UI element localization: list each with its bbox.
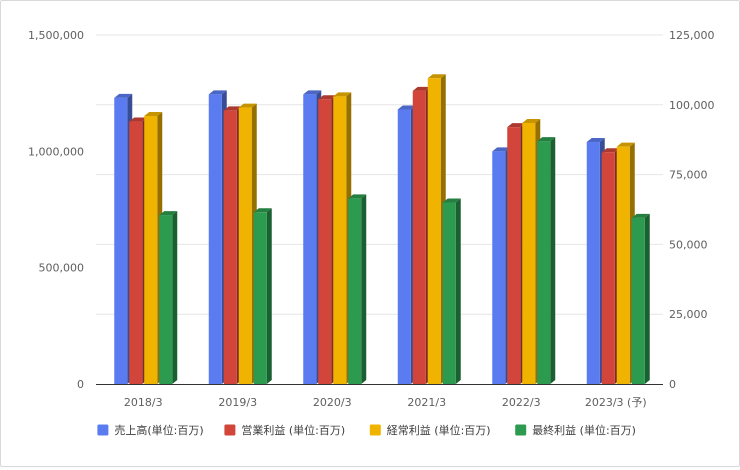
left-y-axis: 0 500,000 1,000,000 1,500,000 xyxy=(28,29,84,391)
legend-label: 最終利益 (単位:百万) xyxy=(532,423,636,437)
bar xyxy=(442,198,461,384)
right-tick-label: 25,000 xyxy=(669,308,708,321)
right-tick-label: 50,000 xyxy=(669,238,708,251)
bar xyxy=(537,137,556,384)
right-tick-label: 125,000 xyxy=(669,29,715,42)
legend-swatch xyxy=(224,424,236,436)
legend-label: 経常利益 (単位:百万) xyxy=(387,423,491,437)
category-label: 2018/3 xyxy=(124,396,163,409)
left-tick-label: 500,000 xyxy=(39,262,85,275)
legend-swatch xyxy=(97,424,109,436)
category-label: 2023/3 (予) xyxy=(585,396,647,409)
legend-swatch xyxy=(515,424,527,436)
left-tick-label: 1,000,000 xyxy=(28,145,84,158)
legend-item[interactable]: 最終利益 (単位:百万) xyxy=(515,423,636,437)
legend-swatch xyxy=(369,424,381,436)
legend-label: 営業利益 (単位:百万) xyxy=(241,423,345,437)
bar xyxy=(159,211,178,384)
bar xyxy=(631,213,650,384)
left-tick-label: 1,500,000 xyxy=(28,29,84,42)
category-label: 2020/3 xyxy=(313,396,352,409)
legend: 売上高(単位:百万) 営業利益 (単位:百万) 経常利益 (単位:百万) 最終利益 (… xyxy=(97,423,636,437)
legend-label: 売上高(単位:百万) xyxy=(114,423,203,437)
legend-item[interactable]: 営業利益 (単位:百万) xyxy=(224,423,345,437)
gridlines xyxy=(96,34,663,315)
category-label: 2021/3 xyxy=(407,396,446,409)
bar-series xyxy=(114,74,650,385)
right-tick-label: 0 xyxy=(669,378,676,391)
legend-item[interactable]: 売上高(単位:百万) xyxy=(97,423,204,437)
bar xyxy=(348,194,367,384)
legend-item[interactable]: 経常利益 (単位:百万) xyxy=(369,423,491,437)
right-tick-label: 75,000 xyxy=(669,169,708,182)
right-tick-label: 100,000 xyxy=(669,99,715,112)
category-label: 2019/3 xyxy=(218,396,257,409)
bar xyxy=(253,208,272,384)
left-tick-label: 0 xyxy=(77,378,84,391)
right-y-axis: 0 25,000 50,000 75,000 100,000 125,000 xyxy=(669,29,715,391)
category-label: 2022/3 xyxy=(502,396,541,409)
x-axis-categories: 2018/3 2019/3 2020/3 2021/3 2022/3 2023/3 (予) xyxy=(124,396,647,409)
